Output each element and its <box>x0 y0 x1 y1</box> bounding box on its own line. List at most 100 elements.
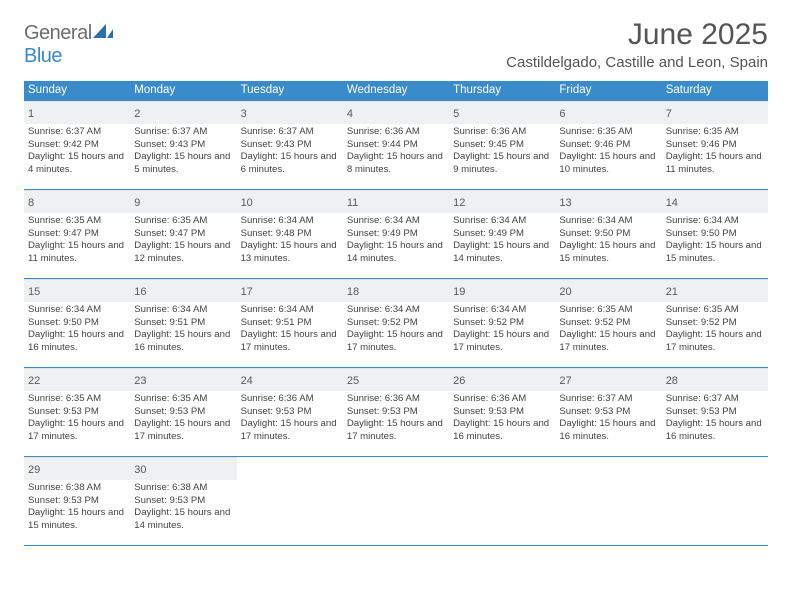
day-number: 9 <box>134 197 140 209</box>
day-cell: 24Sunrise: 6:36 AMSunset: 9:53 PMDayligh… <box>237 368 343 456</box>
weeks-container: 1Sunrise: 6:37 AMSunset: 9:42 PMDaylight… <box>24 101 768 546</box>
weekday-cell: Friday <box>555 81 661 101</box>
sunset-line: Sunset: 9:44 PM <box>347 139 445 152</box>
weekday-cell: Sunday <box>24 81 130 101</box>
day-number: 27 <box>559 375 571 387</box>
sunset-line: Sunset: 9:53 PM <box>134 406 232 419</box>
sunrise-line: Sunrise: 6:35 AM <box>134 393 232 406</box>
sunset-line: Sunset: 9:52 PM <box>559 317 657 330</box>
day-cell <box>662 457 768 545</box>
day-number: 13 <box>559 197 571 209</box>
day-number: 26 <box>453 375 465 387</box>
day-cell: 11Sunrise: 6:34 AMSunset: 9:49 PMDayligh… <box>343 190 449 278</box>
daylight-line: Daylight: 15 hours and 13 minutes. <box>241 240 339 265</box>
day-cell <box>555 457 661 545</box>
daylight-line: Daylight: 15 hours and 14 minutes. <box>453 240 551 265</box>
day-number: 19 <box>453 286 465 298</box>
day-cell: 1Sunrise: 6:37 AMSunset: 9:42 PMDaylight… <box>24 101 130 189</box>
sunset-line: Sunset: 9:53 PM <box>241 406 339 419</box>
day-cell: 5Sunrise: 6:36 AMSunset: 9:45 PMDaylight… <box>449 101 555 189</box>
sunset-line: Sunset: 9:47 PM <box>28 228 126 241</box>
day-cell: 22Sunrise: 6:35 AMSunset: 9:53 PMDayligh… <box>24 368 130 456</box>
sunrise-line: Sunrise: 6:34 AM <box>559 215 657 228</box>
day-number-band: 3 <box>237 102 343 124</box>
daylight-line: Daylight: 15 hours and 6 minutes. <box>241 151 339 176</box>
day-cell: 9Sunrise: 6:35 AMSunset: 9:47 PMDaylight… <box>130 190 236 278</box>
day-number: 10 <box>241 197 253 209</box>
weekday-cell: Monday <box>130 81 236 101</box>
day-number-band: 24 <box>237 369 343 391</box>
sunrise-line: Sunrise: 6:36 AM <box>453 393 551 406</box>
sunrise-line: Sunrise: 6:36 AM <box>453 126 551 139</box>
daylight-line: Daylight: 15 hours and 4 minutes. <box>28 151 126 176</box>
day-number: 5 <box>453 108 459 120</box>
sunrise-line: Sunrise: 6:38 AM <box>134 482 232 495</box>
brand-text: GeneralBlue <box>24 22 114 68</box>
day-number: 3 <box>241 108 247 120</box>
day-cell: 8Sunrise: 6:35 AMSunset: 9:47 PMDaylight… <box>24 190 130 278</box>
daylight-line: Daylight: 15 hours and 8 minutes. <box>347 151 445 176</box>
sunrise-line: Sunrise: 6:34 AM <box>241 304 339 317</box>
day-number-band: 10 <box>237 191 343 213</box>
day-cell: 13Sunrise: 6:34 AMSunset: 9:50 PMDayligh… <box>555 190 661 278</box>
day-number-band: 6 <box>555 102 661 124</box>
daylight-line: Daylight: 15 hours and 12 minutes. <box>134 240 232 265</box>
day-number: 11 <box>347 197 358 209</box>
page-header: GeneralBlue June 2025 Castildelgado, Cas… <box>24 18 768 71</box>
daylight-line: Daylight: 15 hours and 17 minutes. <box>347 418 445 443</box>
day-number: 14 <box>666 197 678 209</box>
day-number: 12 <box>453 197 465 209</box>
week-row: 15Sunrise: 6:34 AMSunset: 9:50 PMDayligh… <box>24 279 768 368</box>
day-cell: 30Sunrise: 6:38 AMSunset: 9:53 PMDayligh… <box>130 457 236 545</box>
day-cell: 4Sunrise: 6:36 AMSunset: 9:44 PMDaylight… <box>343 101 449 189</box>
daylight-line: Daylight: 15 hours and 17 minutes. <box>347 329 445 354</box>
daylight-line: Daylight: 15 hours and 15 minutes. <box>28 507 126 532</box>
day-number-band: 19 <box>449 280 555 302</box>
sunset-line: Sunset: 9:51 PM <box>241 317 339 330</box>
day-number-band: 13 <box>555 191 661 213</box>
day-number: 7 <box>666 108 672 120</box>
day-number-band: 26 <box>449 369 555 391</box>
day-number-band: 1 <box>24 102 130 124</box>
day-number-band: 16 <box>130 280 236 302</box>
weekday-cell: Wednesday <box>343 81 449 101</box>
day-number: 20 <box>559 286 571 298</box>
sunset-line: Sunset: 9:43 PM <box>241 139 339 152</box>
calendar-page: GeneralBlue June 2025 Castildelgado, Cas… <box>0 0 792 612</box>
day-number: 4 <box>347 108 353 120</box>
daylight-line: Daylight: 15 hours and 16 minutes. <box>134 329 232 354</box>
sunrise-line: Sunrise: 6:37 AM <box>241 126 339 139</box>
sunrise-line: Sunrise: 6:35 AM <box>666 126 764 139</box>
daylight-line: Daylight: 15 hours and 11 minutes. <box>666 151 764 176</box>
day-number: 22 <box>28 375 40 387</box>
day-number-band: 20 <box>555 280 661 302</box>
sunrise-line: Sunrise: 6:37 AM <box>134 126 232 139</box>
day-cell: 15Sunrise: 6:34 AMSunset: 9:50 PMDayligh… <box>24 279 130 367</box>
day-cell <box>343 457 449 545</box>
week-row: 29Sunrise: 6:38 AMSunset: 9:53 PMDayligh… <box>24 457 768 546</box>
sunrise-line: Sunrise: 6:37 AM <box>28 126 126 139</box>
sunrise-line: Sunrise: 6:35 AM <box>559 126 657 139</box>
day-number-band: 27 <box>555 369 661 391</box>
sunrise-line: Sunrise: 6:34 AM <box>453 304 551 317</box>
sunset-line: Sunset: 9:51 PM <box>134 317 232 330</box>
sunset-line: Sunset: 9:45 PM <box>453 139 551 152</box>
day-number: 21 <box>666 286 678 298</box>
weekday-header-row: SundayMondayTuesdayWednesdayThursdayFrid… <box>24 81 768 101</box>
weekday-cell: Tuesday <box>237 81 343 101</box>
sunset-line: Sunset: 9:50 PM <box>559 228 657 241</box>
daylight-line: Daylight: 15 hours and 17 minutes. <box>241 329 339 354</box>
sunset-line: Sunset: 9:53 PM <box>134 495 232 508</box>
day-number-band: 11 <box>343 191 449 213</box>
sunrise-line: Sunrise: 6:36 AM <box>347 393 445 406</box>
sunset-line: Sunset: 9:49 PM <box>453 228 551 241</box>
day-number: 17 <box>241 286 253 298</box>
sunset-line: Sunset: 9:53 PM <box>453 406 551 419</box>
day-number-band: 25 <box>343 369 449 391</box>
sunset-line: Sunset: 9:52 PM <box>453 317 551 330</box>
day-cell: 7Sunrise: 6:35 AMSunset: 9:46 PMDaylight… <box>662 101 768 189</box>
day-cell: 29Sunrise: 6:38 AMSunset: 9:53 PMDayligh… <box>24 457 130 545</box>
daylight-line: Daylight: 15 hours and 17 minutes. <box>241 418 339 443</box>
sunrise-line: Sunrise: 6:35 AM <box>666 304 764 317</box>
day-cell: 16Sunrise: 6:34 AMSunset: 9:51 PMDayligh… <box>130 279 236 367</box>
